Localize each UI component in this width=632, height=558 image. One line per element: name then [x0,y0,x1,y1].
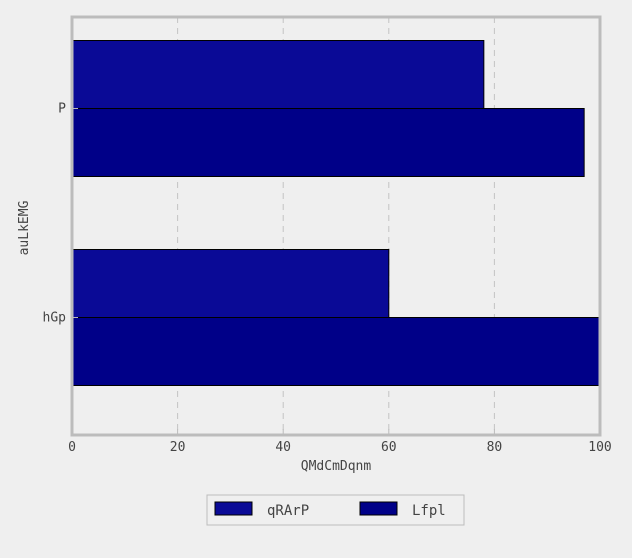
y-tick-label: P [58,102,66,117]
bar-Lfpl-P [71,108,585,177]
legend-label-qRArP: qRArP [267,503,309,519]
x-tick-label: 100 [588,440,611,455]
x-ticks: 0 20 40 60 80 100 [68,429,612,455]
x-tick-label: 60 [381,440,397,455]
bar-qRArP-P [71,40,485,109]
x-axis-label: QMdCmDqnm [301,459,372,474]
x-tick-label: 40 [275,440,291,455]
bars [71,40,601,386]
y-axis-label: auLkEMG [17,200,32,255]
legend-swatch-qRArP [214,501,253,516]
x-tick-label: 80 [487,440,503,455]
y-tick-label: hGp [43,311,67,326]
bar-qRArP-hGp [71,249,390,318]
legend-swatch-Lfpl [359,501,398,516]
bar-Lfpl-hGp [71,317,601,386]
plot-frame [70,15,602,437]
x-tick-label: 20 [170,440,186,455]
legend: qRArP Lfpl [206,494,465,526]
x-tick-label: 0 [68,440,76,455]
legend-label-Lfpl: Lfpl [412,503,446,519]
